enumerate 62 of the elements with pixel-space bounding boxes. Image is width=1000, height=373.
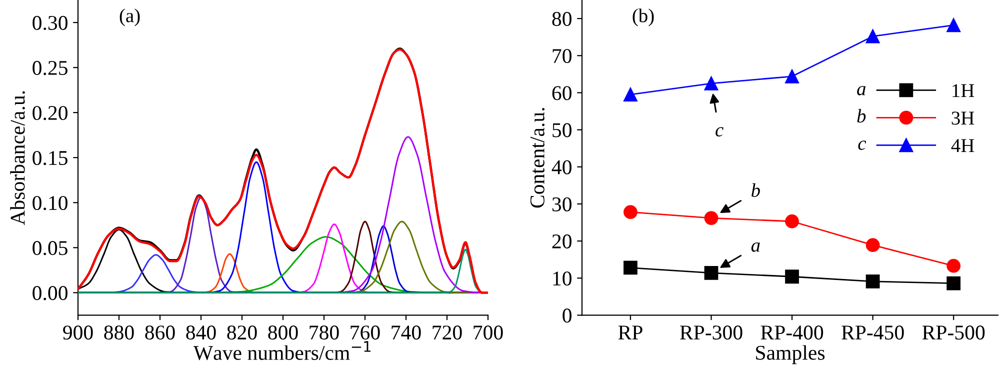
y-tick-label: 20 [552, 234, 572, 248]
y-axis-title: Absorbance/a.u. [10, 91, 25, 226]
y-tick-label: 0.25 [32, 60, 68, 76]
x-tick-label: 780 [310, 326, 339, 340]
x-tick-label: 700 [474, 326, 503, 340]
point [866, 238, 880, 252]
text: b [857, 108, 866, 123]
x-tick-label: RP-450 [842, 326, 904, 340]
x-tick-label: 760 [350, 326, 380, 340]
point [785, 270, 799, 284]
x-tick-label: 880 [104, 326, 134, 340]
x-tick-label: RP-500 [922, 326, 985, 340]
annotation: b [752, 183, 760, 197]
text: c [858, 140, 866, 150]
point [624, 260, 638, 275]
point [624, 88, 638, 102]
legend-label: 1H [952, 84, 974, 98]
x-tick-label: RP [618, 326, 642, 340]
point [946, 276, 961, 290]
y-tick-label: 0.00 [32, 286, 68, 300]
x-tick-label: 740 [392, 326, 421, 340]
y-tick-label: 80 [552, 12, 572, 26]
y-tick-label: 70 [552, 48, 572, 64]
x-tick-label: RP-400 [760, 326, 824, 340]
x-tick-label: 840 [186, 326, 216, 340]
y-tick-label: 50 [552, 123, 572, 138]
text: a [857, 86, 866, 96]
y-tick-label: 40 [552, 160, 572, 174]
point [866, 29, 880, 44]
x-tick-label: 820 [227, 326, 257, 340]
x-tick-label: 900 [63, 326, 93, 340]
annotation: c [716, 127, 724, 137]
y-tick-label: 0.05 [32, 241, 68, 256]
y-tick-label: 10 [553, 271, 572, 286]
legend-label: 3H [952, 112, 974, 125]
point [704, 76, 718, 90]
point [866, 274, 880, 288]
y-tick-label: 30 [552, 197, 572, 212]
point [785, 214, 799, 228]
point [785, 69, 799, 84]
x-tick-label: 860 [145, 326, 175, 340]
y-tick-label: 60 [552, 86, 572, 100]
y-tick-label: 0 [562, 308, 572, 323]
y-tick-label: 0.30 [32, 16, 68, 30]
annotation: (b) [632, 8, 654, 26]
x-axis-title: Wave numbers/cm$^{−1}$ [193, 341, 371, 360]
x-tick-label: 720 [432, 326, 462, 340]
point [704, 266, 718, 280]
point [704, 211, 718, 225]
y-axis-title: Content/a.u. [530, 108, 545, 208]
x-axis-title: Samples [756, 345, 825, 364]
x-tick-label: RP-300 [680, 326, 742, 340]
x-tick-label: 800 [268, 326, 298, 340]
point [946, 258, 961, 273]
annotation: a [751, 242, 760, 252]
annotation: (a) [120, 8, 140, 26]
y-tick-label: 0.10 [32, 196, 68, 210]
point [624, 205, 638, 220]
legend-label: 4H [951, 139, 974, 152]
y-tick-label: 0.20 [32, 106, 68, 120]
point [946, 18, 961, 32]
y-tick-label: 0.15 [32, 150, 68, 166]
